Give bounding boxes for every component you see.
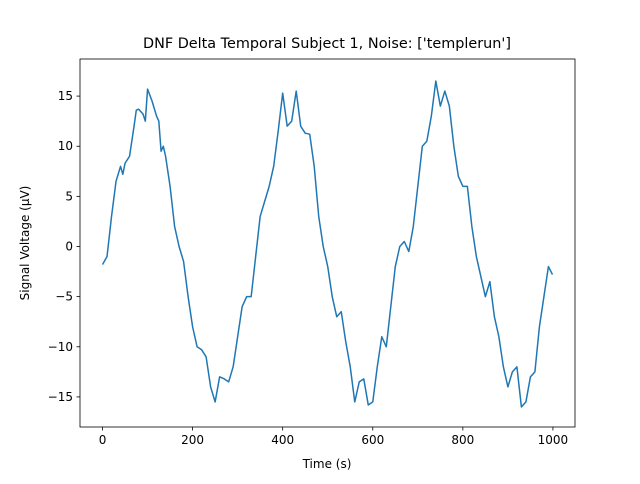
y-tick-label: 15 — [58, 89, 73, 103]
x-tick-label: 200 — [181, 433, 204, 447]
y-axis-label: Signal Voltage (μV) — [18, 186, 32, 301]
y-tick-label: −10 — [48, 340, 73, 354]
y-tick-label: 5 — [65, 189, 73, 203]
x-tick-label: 0 — [99, 433, 107, 447]
x-tick-label: 800 — [451, 433, 474, 447]
chart-title: DNF Delta Temporal Subject 1, Noise: ['t… — [143, 36, 511, 52]
y-tick-label: −5 — [55, 290, 73, 304]
line-series — [101, 80, 554, 408]
x-axis-label: Time (s) — [302, 457, 352, 471]
y-tick-label: −15 — [48, 390, 73, 404]
x-tick-label: 1000 — [538, 433, 569, 447]
y-tick-label: 10 — [58, 139, 73, 153]
x-tick-label: 400 — [271, 433, 294, 447]
y-tick-label: 0 — [65, 240, 73, 254]
axes-frame — [79, 58, 576, 428]
x-tick-label: 600 — [361, 433, 384, 447]
